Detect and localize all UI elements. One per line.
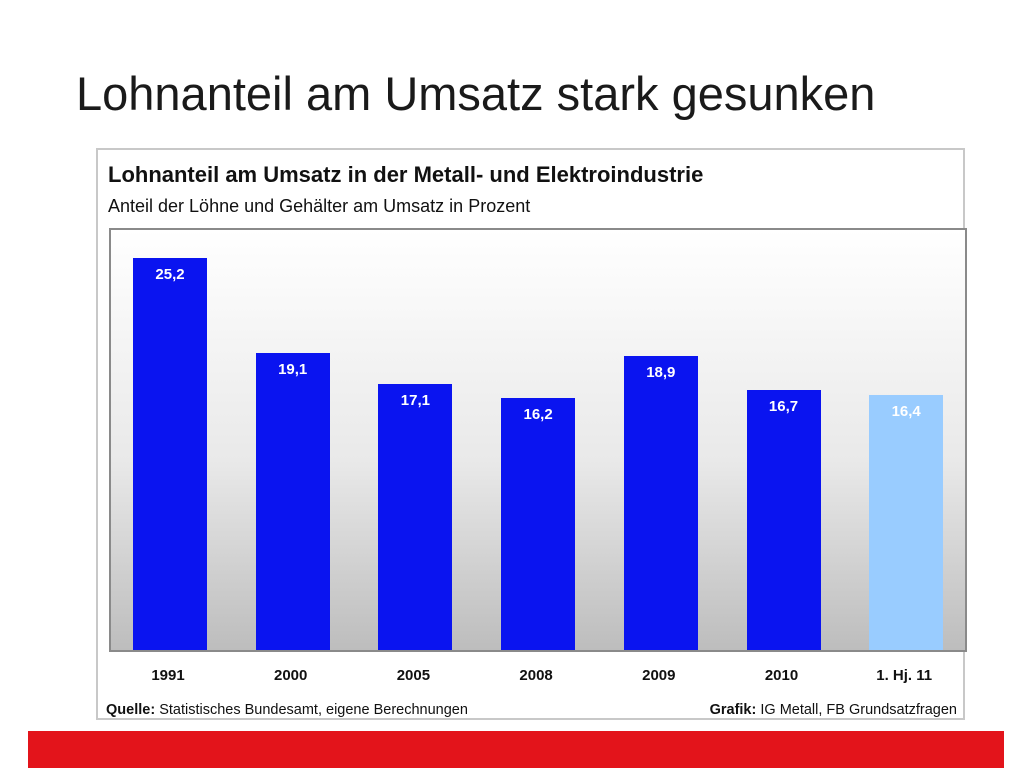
x-tick-label: 2008 (519, 667, 553, 684)
source-note: Quelle: Statistisches Bundesamt, eigene … (106, 702, 468, 718)
source-label: Quelle: (106, 702, 156, 718)
credit-note: Grafik: IG Metall, FB Grundsatzfragen (710, 702, 957, 718)
bar-value-label: 19,1 (278, 361, 308, 378)
slide-title: Lohnanteil am Umsatz stark gesunken (76, 67, 876, 120)
source-text: Statistisches Bundesamt, eigene Berechnu… (159, 702, 468, 718)
plot-area: 25,2 19,1 17,1 16,2 18,9 16,7 16,4 (109, 228, 967, 652)
bar-value-label: 16,7 (768, 398, 799, 415)
chart-title: Lohnanteil am Umsatz in der Metall- und … (108, 162, 704, 187)
footer-band (28, 731, 1004, 768)
x-tick-label: 2009 (642, 667, 676, 684)
x-tick-label: 1991 (151, 667, 185, 684)
x-tick-label: 2010 (764, 667, 799, 684)
bar-value-label: 18,9 (646, 364, 676, 381)
x-tick-label: 2000 (274, 667, 308, 684)
x-tick-label: 1. Hj. 11 (876, 667, 933, 684)
bar: 17,1 (378, 384, 453, 650)
chart-subtitle: Anteil der Löhne und Gehälter am Umsatz … (108, 196, 531, 216)
bar-value-label: 16,4 (891, 403, 921, 420)
bar-value-label: 25,2 (155, 266, 185, 283)
bar: 18,9 (623, 356, 698, 650)
bar: 16,2 (501, 398, 576, 650)
credit-label: Grafik: (709, 702, 757, 718)
bar-value-label: 16,2 (523, 406, 553, 423)
bar: 19,1 (255, 353, 330, 650)
chart-frame: Lohnanteil am Umsatz in der Metall- und … (96, 148, 967, 720)
bar-value-label: 17,1 (400, 392, 430, 409)
x-tick-label: 2005 (396, 667, 431, 684)
credit-text: IG Metall, FB Grundsatzfragen (760, 702, 957, 718)
bar: 16,7 (746, 390, 821, 650)
bar: 25,2 (133, 258, 207, 650)
bar: 16,4 (869, 395, 944, 650)
